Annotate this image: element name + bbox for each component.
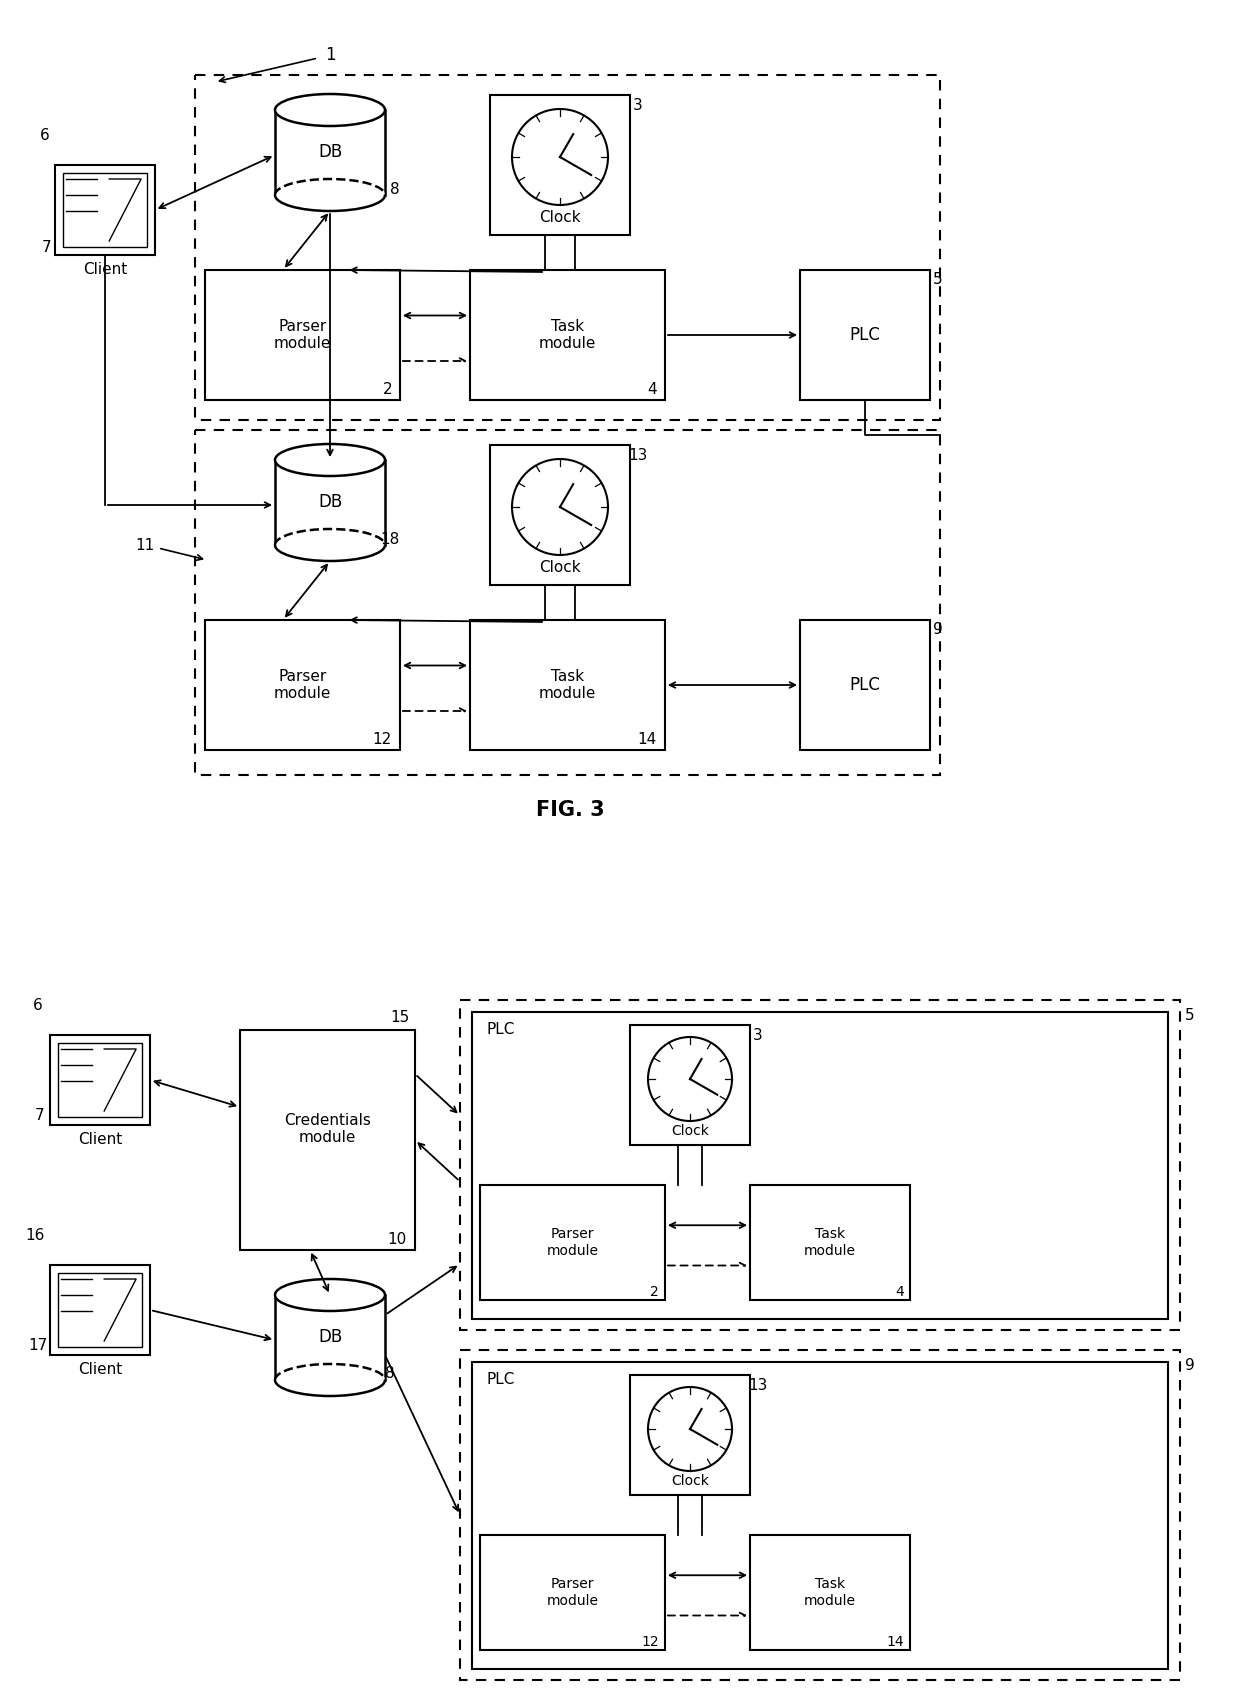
Bar: [58, 1043, 143, 1117]
Bar: [58, 1274, 143, 1347]
Text: Parser
module: Parser module: [547, 1577, 599, 1608]
Text: Clock: Clock: [539, 559, 580, 575]
Bar: [750, 1185, 910, 1299]
Ellipse shape: [275, 94, 384, 126]
Text: PLC: PLC: [849, 326, 880, 344]
Bar: [490, 95, 630, 235]
Text: 5: 5: [934, 273, 942, 288]
Bar: [480, 1185, 665, 1299]
Bar: [241, 1030, 415, 1250]
Bar: [50, 1265, 150, 1355]
Text: 8: 8: [391, 182, 399, 198]
Text: 2: 2: [650, 1286, 658, 1299]
Bar: [472, 1013, 1168, 1320]
Text: 16: 16: [25, 1228, 45, 1243]
Text: Parser
module: Parser module: [547, 1228, 599, 1258]
Ellipse shape: [275, 529, 384, 561]
Text: 7: 7: [42, 240, 52, 256]
Text: 6: 6: [33, 997, 43, 1013]
Text: Clock: Clock: [671, 1124, 709, 1137]
Text: 13: 13: [629, 447, 647, 462]
Bar: [63, 172, 148, 247]
Text: 14: 14: [637, 733, 657, 747]
Text: 18: 18: [381, 532, 399, 547]
Bar: [800, 621, 930, 750]
Text: Client: Client: [83, 263, 128, 278]
Bar: [490, 445, 630, 585]
Ellipse shape: [275, 179, 384, 211]
Text: Parser
module: Parser module: [274, 319, 331, 351]
Text: 3: 3: [634, 97, 642, 113]
Text: 14: 14: [887, 1635, 904, 1649]
Bar: [195, 430, 940, 776]
Text: Parser
module: Parser module: [274, 668, 331, 701]
Text: 5: 5: [1185, 1008, 1195, 1023]
Text: DB: DB: [317, 1328, 342, 1345]
Bar: [470, 621, 665, 750]
Text: 17: 17: [29, 1337, 47, 1352]
Bar: [480, 1534, 665, 1650]
Bar: [472, 1362, 1168, 1669]
Text: 7: 7: [35, 1108, 45, 1122]
Text: Task
module: Task module: [539, 319, 596, 351]
Bar: [460, 1001, 1180, 1330]
Text: PLC: PLC: [487, 1023, 516, 1038]
Ellipse shape: [275, 1364, 384, 1396]
Text: 4: 4: [895, 1286, 904, 1299]
Bar: [630, 1025, 750, 1146]
Text: DB: DB: [317, 493, 342, 511]
Text: 3: 3: [753, 1028, 763, 1042]
Text: 9: 9: [934, 622, 942, 638]
Bar: [205, 621, 401, 750]
Text: 11: 11: [135, 537, 155, 552]
Ellipse shape: [275, 443, 384, 476]
Text: 1: 1: [325, 46, 335, 65]
Text: Task
module: Task module: [804, 1228, 856, 1258]
Bar: [750, 1534, 910, 1650]
Bar: [470, 269, 665, 401]
Bar: [195, 75, 940, 419]
Text: 8: 8: [386, 1366, 394, 1381]
Text: 4: 4: [647, 382, 657, 397]
Text: Task
module: Task module: [804, 1577, 856, 1608]
Text: Credentials
module: Credentials module: [284, 1113, 371, 1146]
Bar: [55, 165, 155, 256]
Text: 10: 10: [388, 1233, 407, 1248]
Text: 2: 2: [382, 382, 392, 397]
Text: Clock: Clock: [539, 210, 580, 225]
Bar: [205, 269, 401, 401]
Text: Task
module: Task module: [539, 668, 596, 701]
Bar: [630, 1374, 750, 1495]
Text: PLC: PLC: [487, 1373, 516, 1388]
Text: 15: 15: [391, 1011, 410, 1025]
Text: 12: 12: [373, 733, 392, 747]
Text: FIG. 3: FIG. 3: [536, 800, 604, 820]
Text: 12: 12: [641, 1635, 658, 1649]
Text: Client: Client: [78, 1132, 122, 1147]
Text: Clock: Clock: [671, 1475, 709, 1488]
Text: 6: 6: [40, 128, 50, 143]
Ellipse shape: [275, 1279, 384, 1311]
Text: PLC: PLC: [849, 675, 880, 694]
Bar: [800, 269, 930, 401]
Text: DB: DB: [317, 143, 342, 160]
Text: 9: 9: [1185, 1357, 1195, 1373]
Text: Client: Client: [78, 1362, 122, 1378]
Text: 13: 13: [748, 1378, 768, 1393]
Bar: [460, 1350, 1180, 1679]
Bar: [50, 1035, 150, 1125]
